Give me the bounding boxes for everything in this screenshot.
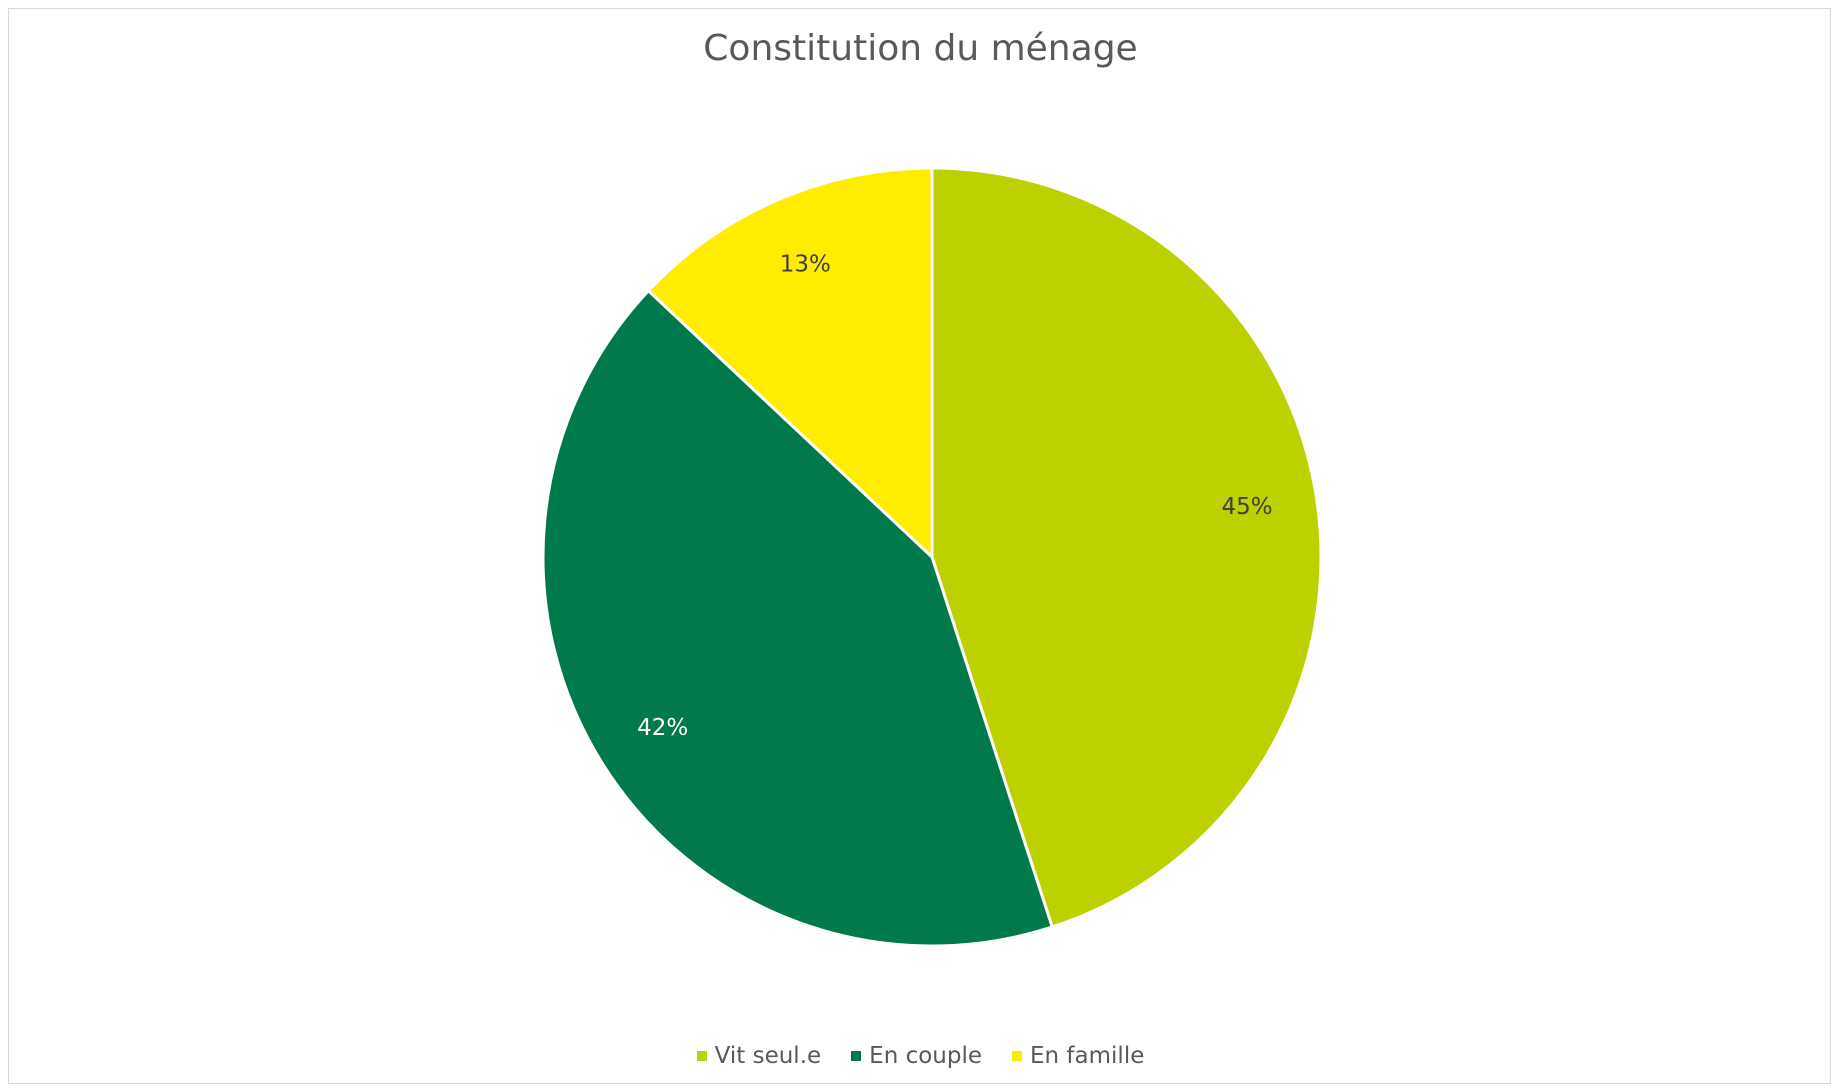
chart-legend: Vit seul.e En couple En famille <box>0 1043 1841 1069</box>
pie-chart: 45% 42% 13% <box>541 166 1323 948</box>
legend-label: Vit seul.e <box>714 1043 822 1069</box>
pie-slice-vit-seul-e <box>930 166 1323 929</box>
legend-swatch <box>696 1051 707 1061</box>
data-label-en-famille: 13% <box>780 251 831 277</box>
chart-title: Constitution du ménage <box>703 28 1138 69</box>
data-label-vit-seul-e: 45% <box>1221 494 1272 520</box>
legend-item-en-famille: En famille <box>1012 1043 1144 1069</box>
data-label-en-couple: 42% <box>637 715 688 741</box>
legend-swatch <box>1012 1051 1023 1061</box>
pie-slice-en-famille <box>646 166 934 559</box>
legend-item-vit-seul-e: Vit seul.e <box>696 1043 822 1069</box>
legend-item-en-couple: En couple <box>851 1043 982 1069</box>
pie-slice-en-couple <box>541 289 1054 948</box>
legend-label: En famille <box>1030 1043 1145 1069</box>
legend-swatch <box>851 1051 862 1061</box>
legend-label: En couple <box>869 1043 983 1069</box>
